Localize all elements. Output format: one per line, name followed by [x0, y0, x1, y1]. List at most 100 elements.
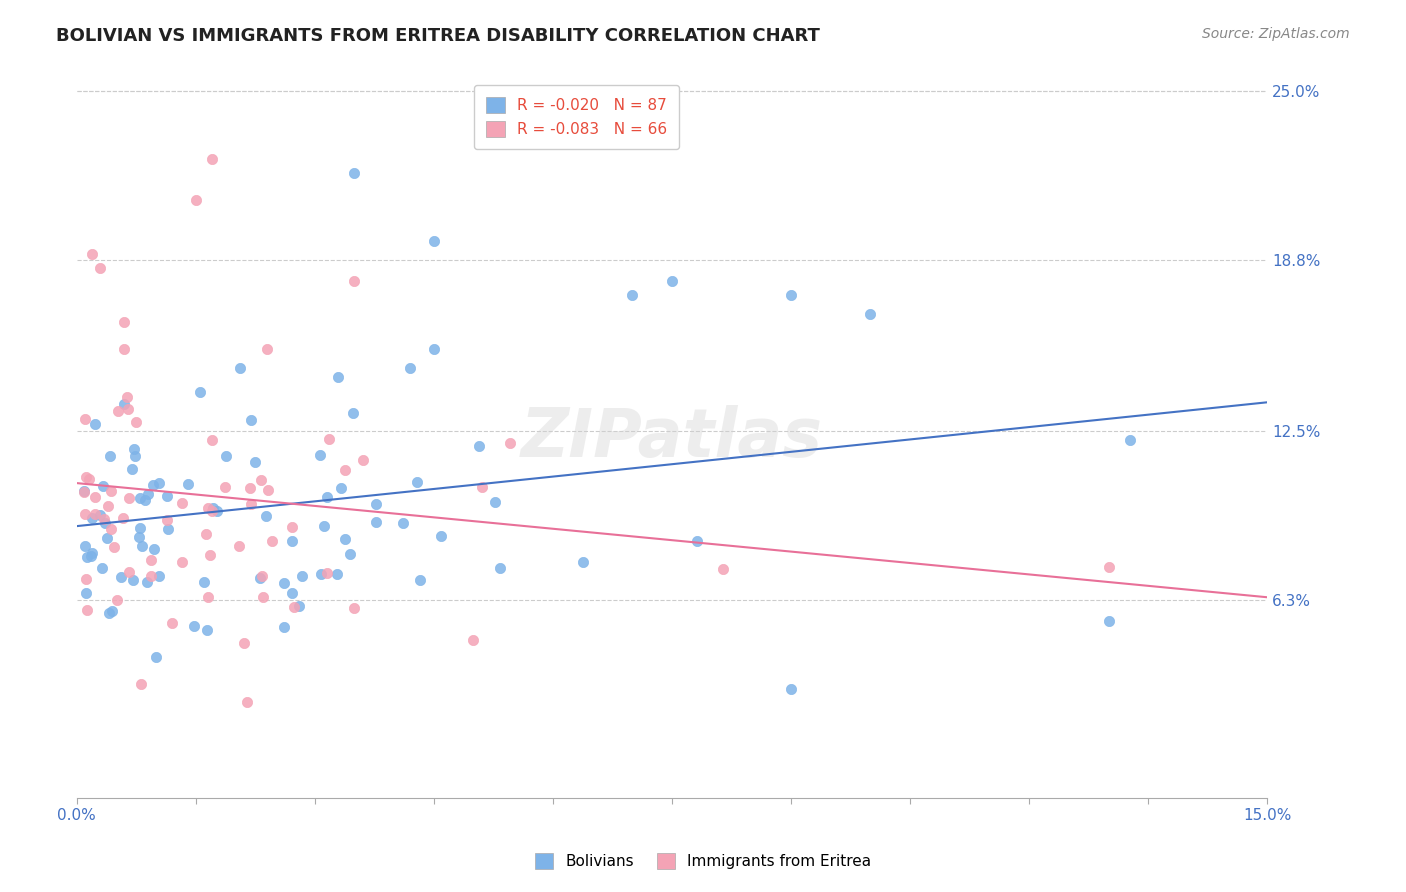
Point: [205, 504, 228, 518]
Point: [129, 521, 152, 535]
Point: [780, 288, 803, 302]
Point: [184, 193, 207, 207]
Point: [135, 574, 157, 589]
Point: [342, 406, 364, 420]
Point: [339, 547, 361, 561]
Point: [76, 603, 98, 617]
Point: [364, 515, 387, 529]
Point: [129, 491, 152, 505]
Point: [364, 497, 387, 511]
Point: [112, 315, 135, 329]
Point: [117, 402, 139, 417]
Point: [83, 490, 105, 504]
Point: [142, 478, 165, 492]
Point: [333, 463, 356, 477]
Point: [97, 500, 120, 514]
Point: [80, 546, 103, 560]
Point: [686, 534, 709, 549]
Point: [112, 511, 135, 525]
Point: [107, 404, 129, 418]
Point: [112, 397, 135, 411]
Point: [316, 490, 339, 504]
Point: [193, 575, 215, 590]
Point: [157, 522, 180, 536]
Point: [145, 650, 167, 665]
Point: [498, 436, 520, 450]
Point: [280, 586, 302, 600]
Point: [249, 571, 271, 585]
Text: ZIPatlas: ZIPatlas: [522, 405, 823, 471]
Point: [309, 567, 332, 582]
Point: [131, 676, 153, 690]
Point: [91, 561, 114, 575]
Point: [110, 570, 132, 584]
Point: [170, 555, 193, 569]
Point: [215, 449, 238, 463]
Point: [80, 549, 103, 563]
Point: [288, 599, 311, 614]
Point: [77, 472, 100, 486]
Point: [236, 695, 259, 709]
Point: [121, 462, 143, 476]
Point: [75, 572, 97, 586]
Point: [96, 531, 118, 545]
Point: [142, 541, 165, 556]
Point: [621, 288, 644, 302]
Point: [73, 485, 96, 500]
Point: [572, 555, 595, 569]
Point: [314, 519, 336, 533]
Point: [256, 343, 278, 357]
Point: [201, 433, 224, 447]
Point: [315, 566, 337, 581]
Point: [423, 343, 446, 357]
Point: [201, 504, 224, 518]
Point: [239, 497, 262, 511]
Point: [112, 343, 135, 357]
Point: [245, 455, 267, 469]
Point: [128, 530, 150, 544]
Point: [98, 449, 121, 463]
Point: [280, 533, 302, 548]
Point: [1098, 615, 1121, 629]
Point: [399, 361, 422, 376]
Point: [148, 569, 170, 583]
Point: [250, 569, 273, 583]
Point: [82, 511, 104, 525]
Point: [352, 453, 374, 467]
Point: [254, 509, 277, 524]
Point: [661, 274, 683, 288]
Point: [200, 152, 222, 166]
Legend: Bolivians, Immigrants from Eritrea: Bolivians, Immigrants from Eritrea: [529, 847, 877, 875]
Legend: R = -0.020   N = 87, R = -0.083   N = 66: R = -0.020 N = 87, R = -0.083 N = 66: [474, 85, 679, 149]
Point: [155, 489, 177, 503]
Text: Source: ZipAtlas.com: Source: ZipAtlas.com: [1202, 27, 1350, 41]
Point: [136, 487, 159, 501]
Point: [73, 484, 96, 499]
Point: [343, 166, 366, 180]
Point: [93, 511, 115, 525]
Point: [122, 442, 145, 457]
Point: [117, 565, 139, 579]
Point: [134, 493, 156, 508]
Point: [76, 549, 98, 564]
Point: [318, 432, 340, 446]
Point: [73, 412, 96, 426]
Point: [125, 415, 148, 429]
Point: [471, 480, 494, 494]
Point: [239, 481, 262, 495]
Point: [859, 308, 882, 322]
Point: [118, 491, 141, 505]
Point: [281, 520, 304, 534]
Point: [155, 513, 177, 527]
Point: [100, 484, 122, 499]
Point: [1098, 560, 1121, 574]
Point: [91, 479, 114, 493]
Point: [101, 604, 124, 618]
Point: [484, 495, 506, 509]
Point: [75, 586, 97, 600]
Point: [183, 619, 205, 633]
Text: BOLIVIAN VS IMMIGRANTS FROM ERITREA DISABILITY CORRELATION CHART: BOLIVIAN VS IMMIGRANTS FROM ERITREA DISA…: [56, 27, 820, 45]
Point: [89, 260, 111, 275]
Point: [75, 470, 97, 484]
Point: [273, 576, 295, 591]
